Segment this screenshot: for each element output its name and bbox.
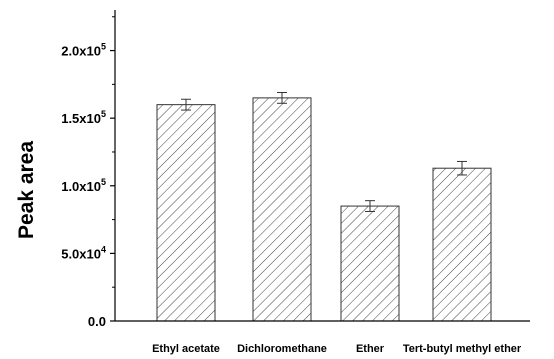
x-tick-label: Ethyl acetate — [152, 343, 220, 355]
bar — [156, 104, 216, 322]
y-tick-label: 1.5x105 — [61, 109, 106, 126]
x-tick-label: Ether — [356, 343, 385, 355]
y-tick-label: 1.0x105 — [61, 177, 106, 194]
y-tick-exponent: 5 — [101, 177, 106, 187]
y-tick-mantissa: 5.0x10 — [61, 246, 101, 261]
y-tick-exponent: 4 — [101, 244, 106, 254]
y-tick-mantissa: 0.0 — [88, 314, 106, 329]
y-tick-label: 5.0x104 — [61, 244, 106, 261]
error-bars-layer — [181, 91, 467, 212]
y-tick-label: 2.0x105 — [61, 42, 106, 59]
x-tick-label: Tert-butyl methyl ether — [403, 343, 522, 355]
bar — [432, 167, 492, 322]
y-tick-exponent: 5 — [101, 109, 106, 119]
bar — [252, 97, 312, 322]
bars-layer — [156, 97, 492, 322]
y-tick-label: 0.0 — [88, 314, 106, 329]
y-axis-title: Peak area — [15, 141, 38, 239]
x-tick-label: Dichloromethane — [237, 343, 327, 355]
axes-layer: Ethyl acetate Dichloromethane Ether Tert-bu… — [61, 10, 530, 355]
y-tick-mantissa: 2.0x10 — [61, 44, 101, 59]
y-tick-mantissa: 1.0x10 — [61, 179, 101, 194]
y-tick-mantissa: 1.5x10 — [61, 111, 101, 126]
bar — [340, 205, 400, 322]
y-tick-exponent: 5 — [101, 42, 106, 52]
